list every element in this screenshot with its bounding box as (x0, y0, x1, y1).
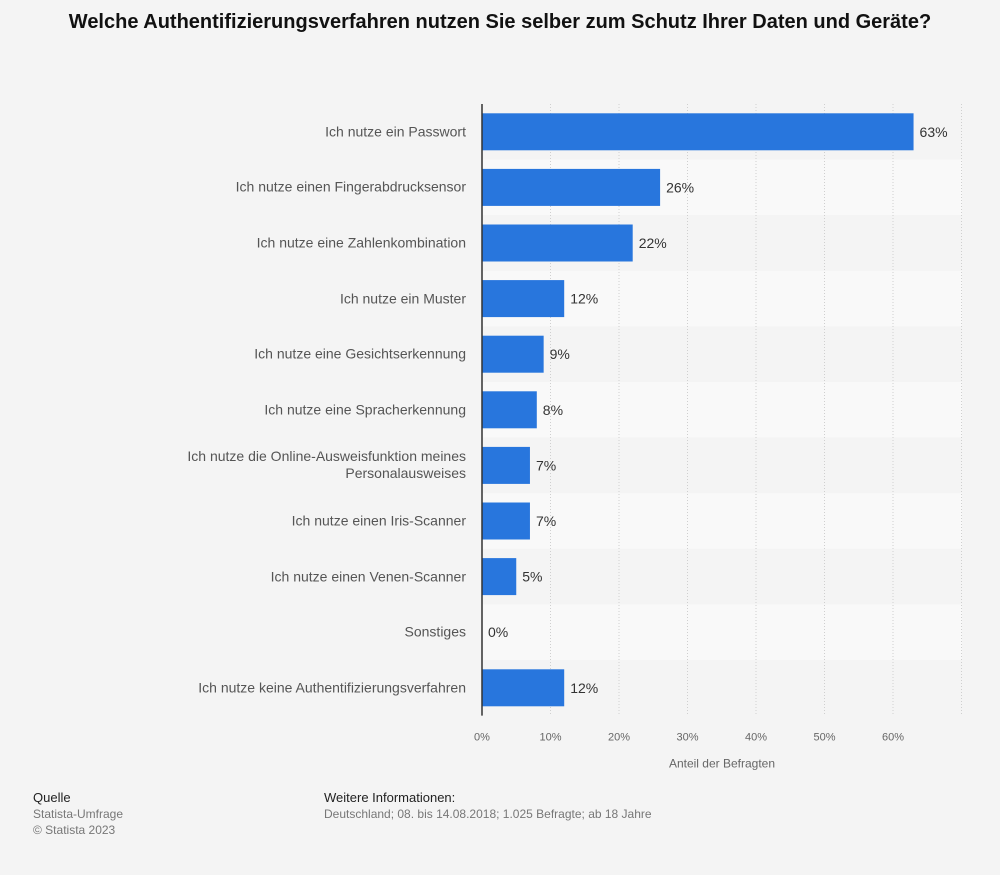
category-label: Ich nutze eine Gesichtserkennung (254, 345, 466, 362)
bar-value-label: 12% (570, 291, 598, 307)
category-label: Sonstiges (404, 623, 466, 640)
bar (482, 669, 565, 707)
bar-value-label: 8% (543, 402, 563, 418)
source-line-2: © Statista 2023 (33, 823, 116, 837)
bar-value-label: 12% (570, 680, 598, 696)
x-tick-label: 30% (676, 732, 698, 744)
bar (482, 558, 517, 596)
category-label: Ich nutze einen Venen-Scanner (270, 568, 466, 585)
bar (482, 391, 537, 429)
row-background (482, 493, 962, 549)
bar-value-label: 22% (639, 235, 667, 251)
footer-source: Quelle Statista-Umfrage © Statista 2023 (33, 790, 123, 838)
row-background (482, 604, 962, 660)
x-tick-label: 40% (745, 732, 767, 744)
bar-value-label: 26% (666, 179, 694, 195)
bar (482, 446, 530, 484)
bar (482, 168, 661, 206)
category-label: Ich nutze einen Iris-Scanner (291, 512, 466, 529)
bar-value-label: 0% (488, 624, 508, 640)
row-background (482, 382, 962, 438)
footer-info: Weitere Informationen: Deutschland; 08. … (324, 790, 652, 822)
category-label: Ich nutze keine Authentifizierungsverfah… (198, 679, 466, 696)
category-label: Ich nutze ein Passwort (325, 123, 466, 140)
x-tick-label: 50% (813, 732, 835, 744)
info-text: Deutschland; 08. bis 14.08.2018; 1.025 B… (324, 807, 652, 821)
x-tick-label: 20% (608, 732, 630, 744)
source-heading[interactable]: Quelle (33, 790, 71, 805)
bar (482, 280, 565, 318)
chart-title: Welche Authentifizierungsverfahren nutze… (68, 11, 932, 33)
x-axis-title: Anteil der Befragten (669, 757, 775, 771)
bar (482, 335, 544, 373)
row-background (482, 437, 962, 494)
bar (482, 224, 633, 262)
x-tick-label: 10% (539, 732, 561, 744)
bar (482, 502, 530, 540)
bar-value-label: 9% (550, 346, 570, 362)
category-label: Ich nutze einen Fingerabdrucksensor (235, 178, 466, 195)
info-heading[interactable]: Weitere Informationen: (324, 790, 456, 805)
bar (482, 113, 914, 151)
category-label: Ich nutze ein Muster (339, 290, 466, 307)
source-line-1[interactable]: Statista-Umfrage (33, 807, 124, 821)
category-label: Ich nutze eine Zahlenkombination (256, 234, 466, 251)
category-label: Ich nutze eine Spracherkennung (264, 401, 466, 418)
category-label: Ich nutze die Online-Ausweisfunktion mei… (187, 448, 466, 482)
x-tick-label: 0% (474, 732, 490, 744)
bar-value-label: 7% (536, 513, 556, 529)
x-tick-label: 60% (882, 732, 904, 744)
bar-value-label: 5% (522, 569, 542, 585)
bar-value-label: 63% (920, 124, 948, 140)
row-background (482, 326, 962, 382)
row-background (482, 548, 962, 605)
bar-value-label: 7% (536, 457, 556, 473)
